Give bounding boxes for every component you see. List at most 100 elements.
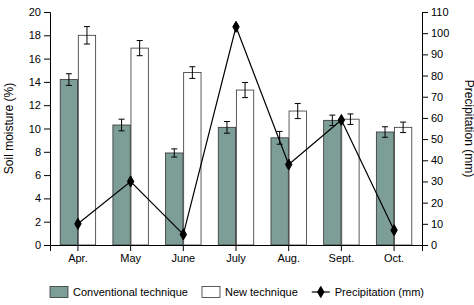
tick-mark: [236, 245, 237, 251]
tick-mark: [422, 160, 428, 161]
tick-mark: [422, 12, 428, 13]
tick: 6: [35, 169, 50, 181]
tick: 40: [422, 154, 443, 166]
error-bar: [347, 114, 353, 124]
bar: [271, 138, 288, 245]
legend-label: Precipitation (mm): [335, 286, 424, 298]
tick-label: 6: [35, 169, 41, 181]
tick-mark: [422, 76, 428, 77]
tick: 0: [422, 239, 437, 251]
tick-mark: [422, 118, 428, 119]
tick-mark: [44, 82, 50, 83]
tick: 14: [29, 76, 50, 88]
bar: [236, 90, 253, 245]
error-bar: [171, 149, 177, 157]
legend-label: Conventional technique: [73, 286, 188, 298]
error-bar: [329, 115, 335, 125]
tick-mark: [288, 245, 289, 251]
bar: [78, 35, 95, 245]
tick-mark: [44, 152, 50, 153]
line: [78, 27, 394, 235]
tick: Aug.: [277, 245, 300, 264]
legend-item: New technique: [202, 286, 298, 298]
bar: [218, 127, 235, 245]
tick-label: 100: [431, 27, 449, 39]
tick: Sept.: [329, 245, 355, 264]
tick: 110: [422, 6, 449, 18]
tick: 30: [422, 175, 443, 187]
bar: [60, 80, 77, 245]
tick: 8: [35, 146, 50, 158]
tick: 0: [35, 239, 50, 251]
tick-label: June: [171, 252, 195, 264]
error-bar: [242, 82, 248, 97]
tick-label: 70: [431, 91, 443, 103]
chart: Apr. May June July Aug. Sept. Oct. 0 2 4 6 8 10 12 14 1…: [0, 0, 474, 305]
bar: [113, 125, 130, 245]
tick: 100: [422, 27, 449, 39]
tick-mark: [422, 224, 428, 225]
plot-area: Apr. May June July Aug. Sept. Oct. 0 2 4 6 8 10 12 14 1…: [2, 6, 474, 264]
tick-label: 0: [431, 239, 437, 251]
tick: Apr.: [68, 245, 88, 264]
tick-label: 30: [431, 175, 443, 187]
error-bar: [189, 67, 195, 79]
tick: 60: [422, 112, 443, 124]
marker: [285, 159, 291, 170]
tick: 12: [29, 99, 50, 111]
tick-label: Oct.: [384, 252, 404, 264]
tick-mark: [422, 54, 428, 55]
tick-label: 20: [29, 6, 41, 18]
error-bars: [84, 27, 406, 133]
tick-label: 20: [431, 197, 443, 209]
marker: [338, 114, 344, 125]
legend-swatch: [202, 287, 220, 298]
tick-label: 110: [431, 6, 449, 18]
error-bar: [84, 27, 90, 44]
axis-title: Soil moisture (%): [2, 83, 16, 174]
tick-mark: [422, 245, 428, 246]
tick-mark: [422, 139, 428, 140]
error-bar: [382, 127, 388, 137]
tick-mark: [44, 222, 50, 223]
legend-marker: [318, 286, 324, 297]
tick-label: 8: [35, 146, 41, 158]
tick: 90: [422, 48, 443, 60]
tick: 70: [422, 91, 443, 103]
tick-mark: [44, 105, 50, 106]
tick: June: [171, 245, 195, 264]
tick-label: 10: [431, 218, 443, 230]
tick-mark: [44, 59, 50, 60]
legend-item: Conventional technique: [50, 286, 188, 298]
y-axis: 02468101214161820: [29, 6, 51, 251]
tick: Oct.: [384, 245, 404, 264]
tick-mark: [341, 245, 342, 251]
tick-mark: [44, 245, 50, 246]
tick-label: Sept.: [329, 252, 355, 264]
bar: [376, 132, 393, 245]
bar: [289, 111, 306, 245]
tick: July: [226, 245, 246, 264]
bar: [394, 127, 411, 245]
tick-label: 40: [431, 154, 443, 166]
legend-label: New technique: [225, 286, 298, 298]
tick-mark: [422, 33, 428, 34]
tick: May: [120, 245, 141, 264]
tick-label: 10: [29, 123, 41, 135]
bar-series: [78, 35, 412, 245]
tick-mark: [44, 35, 50, 36]
tick-mark: [183, 245, 184, 251]
tick: 50: [422, 133, 443, 145]
legend-item: Precipitation (mm): [312, 286, 424, 298]
legend: Conventional technique New technique Preci…: [50, 286, 424, 298]
tick-label: 2: [35, 216, 41, 228]
tick-label: May: [120, 252, 141, 264]
tick: 80: [422, 70, 443, 82]
marker: [127, 176, 133, 187]
tick: 10: [29, 123, 50, 135]
tick-label: 18: [29, 29, 41, 41]
tick-label: 80: [431, 70, 443, 82]
tick-label: 4: [35, 192, 41, 204]
tick: 4: [35, 192, 50, 204]
error-bar: [295, 103, 301, 118]
